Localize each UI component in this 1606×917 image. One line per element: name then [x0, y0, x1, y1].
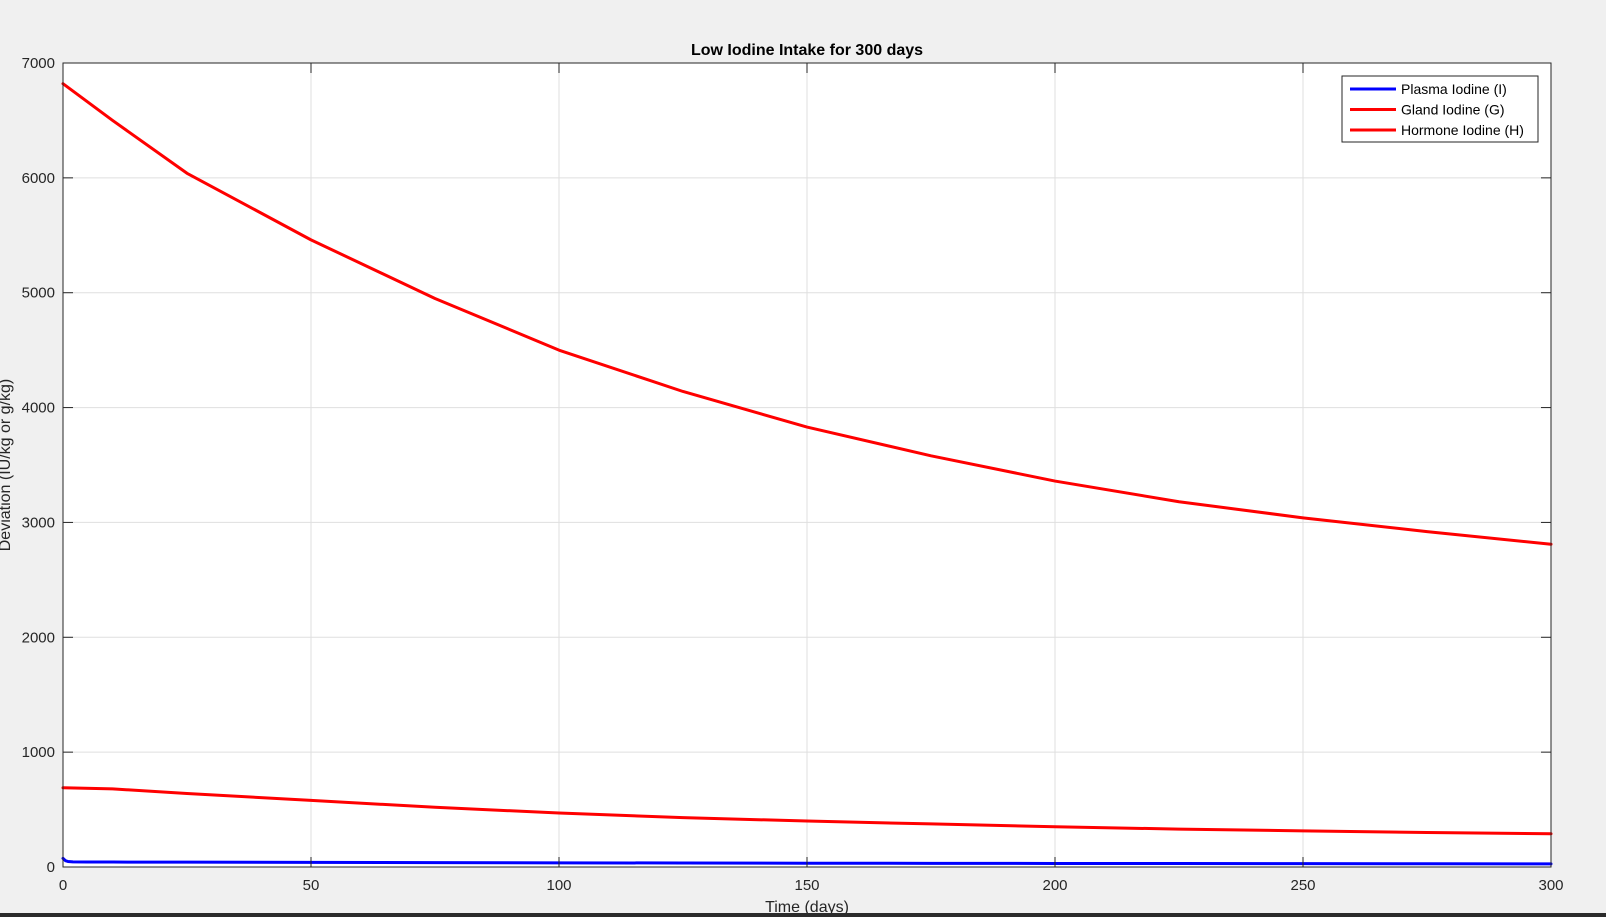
y-tick-label: 3000 — [22, 514, 55, 531]
x-tick-label: 100 — [546, 877, 571, 894]
x-tick-label: 250 — [1290, 877, 1315, 894]
y-tick-label: 1000 — [22, 744, 55, 761]
series-line-2 — [61, 786, 1553, 836]
x-tick-label: 200 — [1042, 877, 1067, 894]
y-tick-label: 7000 — [22, 55, 55, 72]
x-tick-label: 150 — [794, 877, 819, 894]
x-tick-label: 300 — [1538, 877, 1563, 894]
x-tick-label: 0 — [59, 877, 67, 894]
y-tick-label: 4000 — [22, 400, 55, 417]
y-tick-label: 2000 — [22, 629, 55, 646]
chart-title: Low Iodine Intake for 300 days — [691, 42, 923, 59]
y-axis-label: Deviation (IU/kg or g/kg) — [0, 379, 14, 552]
grid-lines — [63, 63, 1551, 867]
data-series — [61, 82, 1553, 866]
window-bottom-edge — [0, 913, 1606, 917]
axis-ticks: 0 50 100 150 200 250 3000100020003000400050006… — [22, 55, 1564, 894]
x-tick-label: 50 — [303, 877, 320, 894]
legend-label-2: Hormone Iodine (H) — [1401, 122, 1524, 138]
y-tick-label: 0 — [47, 859, 55, 876]
series-line-1 — [61, 82, 1553, 546]
x-axis-label: Time (days) — [765, 899, 849, 916]
y-tick-label: 6000 — [22, 170, 55, 187]
legend-label-1: Gland Iodine (G) — [1401, 102, 1505, 118]
legend[interactable]: Plasma Iodine (I) Gland Iodine (G) Hormone… — [1341, 75, 1539, 143]
legend-label-0: Plasma Iodine (I) — [1401, 81, 1507, 97]
series-line-0 — [61, 856, 1553, 866]
y-tick-label: 5000 — [22, 285, 55, 302]
